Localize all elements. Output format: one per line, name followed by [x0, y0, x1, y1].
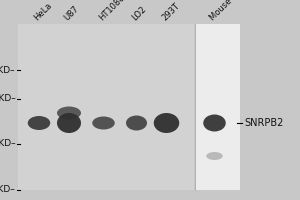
Ellipse shape [57, 113, 81, 133]
FancyBboxPatch shape [195, 24, 240, 190]
Text: HeLa: HeLa [33, 1, 54, 22]
Ellipse shape [126, 116, 147, 130]
Text: 15KD–: 15KD– [0, 186, 16, 194]
Text: 293T: 293T [160, 1, 181, 22]
Ellipse shape [28, 116, 50, 130]
Ellipse shape [92, 116, 115, 130]
Text: U87: U87 [63, 4, 81, 22]
Text: 25KD–: 25KD– [0, 139, 16, 148]
Ellipse shape [154, 113, 179, 133]
FancyBboxPatch shape [18, 24, 194, 190]
Text: Mouse liver: Mouse liver [208, 0, 249, 22]
Text: SNRPB2: SNRPB2 [244, 118, 284, 128]
Ellipse shape [203, 114, 226, 132]
Text: LO2: LO2 [130, 4, 148, 22]
Text: HT1080: HT1080 [97, 0, 127, 22]
Text: 35KD–: 35KD– [0, 94, 16, 103]
Ellipse shape [206, 152, 223, 160]
Text: 40KD–: 40KD– [0, 66, 16, 75]
Ellipse shape [57, 106, 81, 119]
